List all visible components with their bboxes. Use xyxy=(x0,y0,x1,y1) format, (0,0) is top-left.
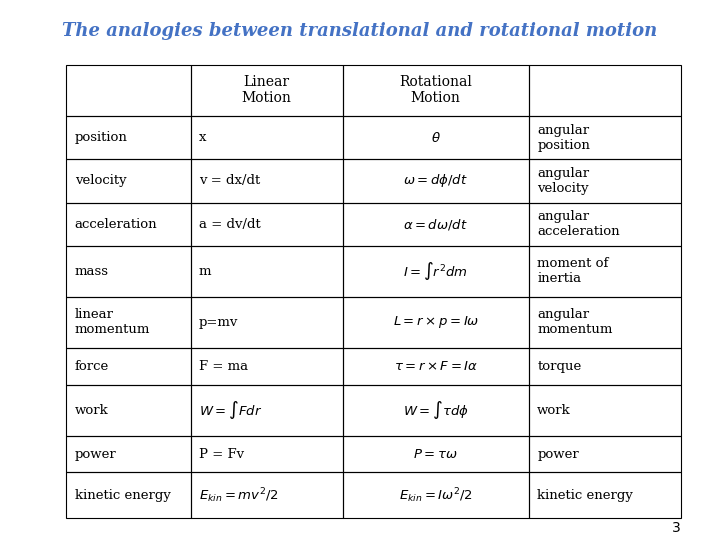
Bar xyxy=(343,65,529,116)
Bar xyxy=(191,297,343,348)
Bar xyxy=(529,436,681,472)
Text: moment of
inertia: moment of inertia xyxy=(537,258,608,286)
Bar xyxy=(191,384,343,436)
Text: acceleration: acceleration xyxy=(75,218,157,231)
Bar xyxy=(66,297,191,348)
Bar xyxy=(66,384,191,436)
Text: 3: 3 xyxy=(672,521,681,535)
Bar xyxy=(66,436,191,472)
Bar xyxy=(191,348,343,384)
Bar xyxy=(343,116,529,159)
Text: $\theta$: $\theta$ xyxy=(431,131,441,145)
Bar xyxy=(191,65,343,116)
Bar xyxy=(66,159,191,202)
Bar xyxy=(191,159,343,202)
Bar xyxy=(343,348,529,384)
Text: $\tau = r \times F = I\alpha$: $\tau = r \times F = I\alpha$ xyxy=(394,360,478,373)
Bar xyxy=(343,297,529,348)
Text: $\alpha = d\omega/dt$: $\alpha = d\omega/dt$ xyxy=(403,217,468,232)
Text: work: work xyxy=(75,404,109,417)
Text: angular
momentum: angular momentum xyxy=(537,308,613,336)
Text: The analogies between translational and rotational motion: The analogies between translational and … xyxy=(63,22,657,39)
Bar xyxy=(66,348,191,384)
Text: Rotational
Motion: Rotational Motion xyxy=(400,75,472,105)
Bar xyxy=(191,202,343,246)
Text: Linear
Motion: Linear Motion xyxy=(242,75,292,105)
Text: angular
position: angular position xyxy=(537,124,590,152)
Bar xyxy=(529,116,681,159)
Text: kinetic energy: kinetic energy xyxy=(75,489,171,502)
Text: $I = \int r^2 dm$: $I = \int r^2 dm$ xyxy=(403,260,468,282)
Bar xyxy=(529,202,681,246)
Text: power: power xyxy=(537,448,579,461)
Bar xyxy=(343,159,529,202)
Bar xyxy=(66,472,191,518)
Bar xyxy=(529,472,681,518)
Text: velocity: velocity xyxy=(75,174,126,187)
Bar xyxy=(191,116,343,159)
Bar xyxy=(529,159,681,202)
Text: kinetic energy: kinetic energy xyxy=(537,489,633,502)
Text: $P = \tau\omega$: $P = \tau\omega$ xyxy=(413,448,458,461)
Text: position: position xyxy=(75,131,127,144)
Text: P = Fv: P = Fv xyxy=(199,448,244,461)
Text: $W = \int \tau d\phi$: $W = \int \tau d\phi$ xyxy=(403,399,469,421)
Text: mass: mass xyxy=(75,265,109,278)
Text: $L = r \times p = I\omega$: $L = r \times p = I\omega$ xyxy=(392,314,479,330)
Bar xyxy=(529,384,681,436)
Text: x: x xyxy=(199,131,207,144)
Bar xyxy=(66,65,191,116)
Bar xyxy=(343,202,529,246)
Text: a = dv/dt: a = dv/dt xyxy=(199,218,261,231)
Text: $E_{kin} = mv^2/2$: $E_{kin} = mv^2/2$ xyxy=(199,486,279,505)
Bar xyxy=(529,246,681,297)
Bar xyxy=(66,202,191,246)
Bar xyxy=(66,246,191,297)
Bar xyxy=(529,297,681,348)
Text: force: force xyxy=(75,360,109,373)
Bar xyxy=(343,436,529,472)
Bar xyxy=(191,472,343,518)
Text: F = ma: F = ma xyxy=(199,360,248,373)
Text: p=mv: p=mv xyxy=(199,316,238,329)
Bar xyxy=(343,246,529,297)
Bar xyxy=(529,348,681,384)
Bar xyxy=(191,436,343,472)
Text: v = dx/dt: v = dx/dt xyxy=(199,174,260,187)
Bar xyxy=(191,246,343,297)
Bar xyxy=(343,384,529,436)
Text: $\omega = d\phi/dt$: $\omega = d\phi/dt$ xyxy=(403,172,468,190)
Bar xyxy=(66,116,191,159)
Text: $W = \int F dr$: $W = \int F dr$ xyxy=(199,399,262,421)
Text: m: m xyxy=(199,265,212,278)
Text: torque: torque xyxy=(537,360,582,373)
Text: $E_{kin} = I\omega^2/2$: $E_{kin} = I\omega^2/2$ xyxy=(399,486,472,505)
Bar xyxy=(343,472,529,518)
Text: angular
velocity: angular velocity xyxy=(537,167,589,195)
Text: linear
momentum: linear momentum xyxy=(75,308,150,336)
Bar xyxy=(529,65,681,116)
Text: angular
acceleration: angular acceleration xyxy=(537,210,620,238)
Text: power: power xyxy=(75,448,117,461)
Text: work: work xyxy=(537,404,571,417)
